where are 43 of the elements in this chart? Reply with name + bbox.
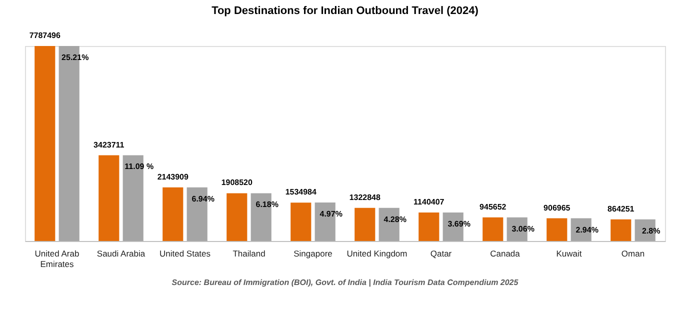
x-tick-label: Singapore xyxy=(294,248,333,258)
data-label: 945652 xyxy=(480,202,507,212)
x-tick-label: Kuwait xyxy=(556,248,582,258)
data-label: 2.94% xyxy=(576,225,598,234)
bar xyxy=(290,202,312,241)
data-label: 1534984 xyxy=(285,188,318,197)
data-label: 1322848 xyxy=(349,192,382,202)
x-tick-label: Thailand xyxy=(232,248,266,258)
x-tick-label: Canada xyxy=(490,248,520,258)
data-label: 3.69% xyxy=(448,219,470,228)
data-label: 25.21% xyxy=(62,53,89,62)
data-label: 1140407 xyxy=(414,197,445,206)
data-label: 4.97% xyxy=(320,210,342,219)
data-label: 6.18% xyxy=(256,200,278,210)
bar xyxy=(418,212,440,241)
chart-title: Top Destinations for Indian Outbound Travel (2024) xyxy=(212,5,479,17)
data-label: 2143909 xyxy=(157,172,190,182)
data-label: 864251 xyxy=(608,204,635,214)
x-tick-label: Qatar xyxy=(430,248,452,258)
data-label: 4.28% xyxy=(384,214,406,224)
x-tick-label: Saudi Arabia xyxy=(96,248,146,258)
data-label: 1908520 xyxy=(221,178,254,188)
bar xyxy=(162,187,184,241)
source-note: Source: Bureau of Immigration (BOI), Govt. of India | India Tourism Data Compendium 2025 xyxy=(172,278,519,287)
bar xyxy=(610,219,632,241)
x-tick-label: United Arab Emirates xyxy=(34,248,80,269)
bar xyxy=(482,217,504,241)
bar xyxy=(354,208,376,241)
data-label: 2.8% xyxy=(642,226,660,236)
data-label: 11.09 % xyxy=(124,162,154,172)
x-tick-label: Oman xyxy=(621,248,645,258)
bar xyxy=(546,218,568,241)
data-label: 906965 xyxy=(544,203,571,212)
x-tick-label: United States xyxy=(159,248,211,258)
bar xyxy=(98,155,120,241)
data-label: 3423711 xyxy=(94,140,125,150)
bar xyxy=(122,155,144,241)
bar xyxy=(34,46,56,241)
data-label: 3.06% xyxy=(512,224,534,234)
bar xyxy=(226,193,248,241)
data-label: 7787496 xyxy=(29,31,62,40)
x-tick-label: United Kingdom xyxy=(346,248,408,258)
data-label: 6.94% xyxy=(192,194,214,204)
